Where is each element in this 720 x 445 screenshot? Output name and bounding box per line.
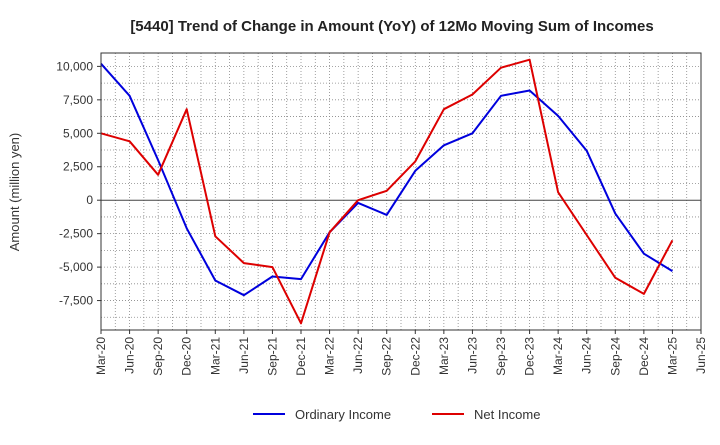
x-tick-label: Mar-25 [665, 337, 679, 375]
x-tick-label: Dec-23 [523, 337, 537, 376]
x-tick-label: Mar-21 [208, 337, 222, 375]
x-tick-label: Mar-24 [551, 337, 565, 375]
series-line-net-income [100, 58, 674, 325]
legend: Ordinary Income Net Income [253, 407, 540, 422]
x-tick-label: Mar-22 [323, 337, 337, 375]
x-tick-label: Sep-23 [494, 337, 508, 376]
legend-label: Net Income [474, 407, 540, 422]
x-tick-label: Dec-20 [180, 337, 194, 376]
x-tick-label: Jun-24 [580, 337, 594, 374]
chart-title: [5440] Trend of Change in Amount (YoY) o… [130, 18, 653, 35]
y-tick-labels: 10,000 7,500 5,000 2,500 0 -2,500 -5,000 -7,500 [56, 59, 101, 308]
x-tick-label: Mar-20 [94, 337, 108, 375]
plot-area-frame [100, 52, 702, 331]
y-tick-label: -5,000 [59, 260, 93, 274]
x-tick-labels: Mar-20 Jun-20 Sep-20 Dec-20 Mar-21 Jun-21 Sep-… [94, 330, 708, 376]
y-tick-label: 2,500 [63, 160, 93, 174]
x-tick-label: Jun-21 [237, 337, 251, 374]
series-line-ordinary-income [100, 63, 673, 297]
y-tick-label: 10,000 [56, 59, 93, 73]
x-tick-label: Dec-24 [637, 337, 651, 376]
x-tick-label: Jun-22 [351, 337, 365, 374]
y-tick-label: -2,500 [59, 227, 93, 241]
y-tick-label: 7,500 [63, 93, 93, 107]
x-tick-label: Dec-21 [294, 337, 308, 376]
x-tick-label: Sep-22 [380, 337, 394, 376]
x-tick-label: Sep-21 [265, 337, 279, 376]
x-tick-label: Jun-23 [465, 337, 479, 374]
series-lines [100, 58, 674, 325]
y-tick-label: 0 [86, 193, 93, 207]
x-tick-label: Dec-22 [408, 337, 422, 376]
y-tick-label: 5,000 [63, 126, 93, 140]
x-tick-label: Sep-20 [151, 337, 165, 376]
y-axis-label: Amount (million yen) [7, 133, 22, 252]
y-tick-label: -7,500 [59, 294, 93, 308]
grid-lines [101, 53, 701, 330]
x-tick-label: Sep-24 [608, 337, 622, 376]
x-tick-label: Mar-23 [437, 337, 451, 375]
x-tick-label: Jun-25 [694, 337, 708, 374]
x-tick-label: Jun-20 [123, 337, 137, 374]
legend-label: Ordinary Income [295, 407, 391, 422]
